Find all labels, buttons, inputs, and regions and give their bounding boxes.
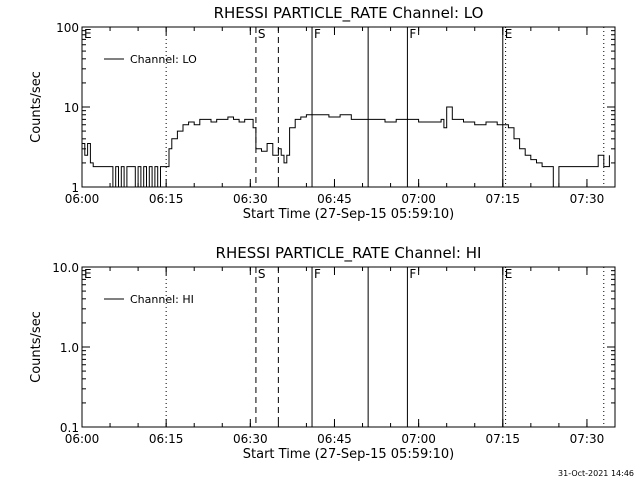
legend-label: Channel: LO — [130, 53, 197, 66]
x-tick-label: 07:15 — [485, 432, 520, 446]
x-tick-label: 06:00 — [65, 432, 100, 446]
plot-frame — [81, 266, 616, 428]
y-tick-label: 10.0 — [52, 261, 79, 275]
y-tick-label: 1.0 — [60, 341, 79, 355]
chart-panel-1: RHESSI PARTICLE_RATE Channel: LO 06:00 06:… — [29, 4, 616, 222]
event-marker-label: F — [314, 27, 321, 41]
x-tick-label: 07:00 — [401, 432, 436, 446]
event-marker-label: E — [505, 27, 513, 41]
chart-title: RHESSI PARTICLE_RATE Channel: HI — [216, 244, 482, 263]
x-tick-label: 06:00 — [65, 192, 100, 206]
event-marker-label: F — [409, 27, 416, 41]
legend-label: Channel: HI — [130, 293, 194, 306]
chart-panel-2: RHESSI PARTICLE_RATE Channel: HI 06:00 06:… — [29, 244, 616, 462]
y-tick-label: 10 — [64, 101, 79, 115]
event-marker-label: E — [84, 267, 92, 281]
y-tick-label: 1 — [71, 181, 79, 195]
x-axis-label: Start Time (27-Sep-15 05:59:10) — [243, 207, 454, 222]
event-marker-label: S — [258, 267, 266, 281]
x-tick-label: 07:30 — [570, 192, 605, 206]
y-tick-label: 0.1 — [60, 421, 79, 435]
event-marker-label: E — [505, 267, 513, 281]
plot-timestamp: 31-Oct-2021 14:46 — [558, 469, 634, 478]
x-tick-label: 07:00 — [401, 192, 436, 206]
x-tick-label: 06:45 — [317, 432, 352, 446]
y-axis-label: Counts/sec — [29, 311, 44, 383]
y-tick-label: 100 — [56, 21, 79, 35]
x-tick-label: 06:30 — [233, 192, 268, 206]
y-axis-label: Counts/sec — [29, 71, 44, 143]
x-tick-label: 07:30 — [570, 432, 605, 446]
event-marker-label: E — [84, 27, 92, 41]
x-tick-label: 06:45 — [317, 192, 352, 206]
x-tick-label: 06:30 — [233, 432, 268, 446]
x-tick-label: 07:15 — [485, 192, 520, 206]
event-marker-label: F — [314, 267, 321, 281]
event-marker-label: F — [409, 267, 416, 281]
x-tick-label: 06:15 — [149, 432, 184, 446]
x-axis-label: Start Time (27-Sep-15 05:59:10) — [243, 447, 454, 462]
x-tick-label: 06:15 — [149, 192, 184, 206]
event-marker-label: S — [258, 27, 266, 41]
chart-title: RHESSI PARTICLE_RATE Channel: LO — [214, 4, 484, 23]
plot-frame — [81, 26, 616, 188]
series-line-1 — [82, 106, 610, 188]
